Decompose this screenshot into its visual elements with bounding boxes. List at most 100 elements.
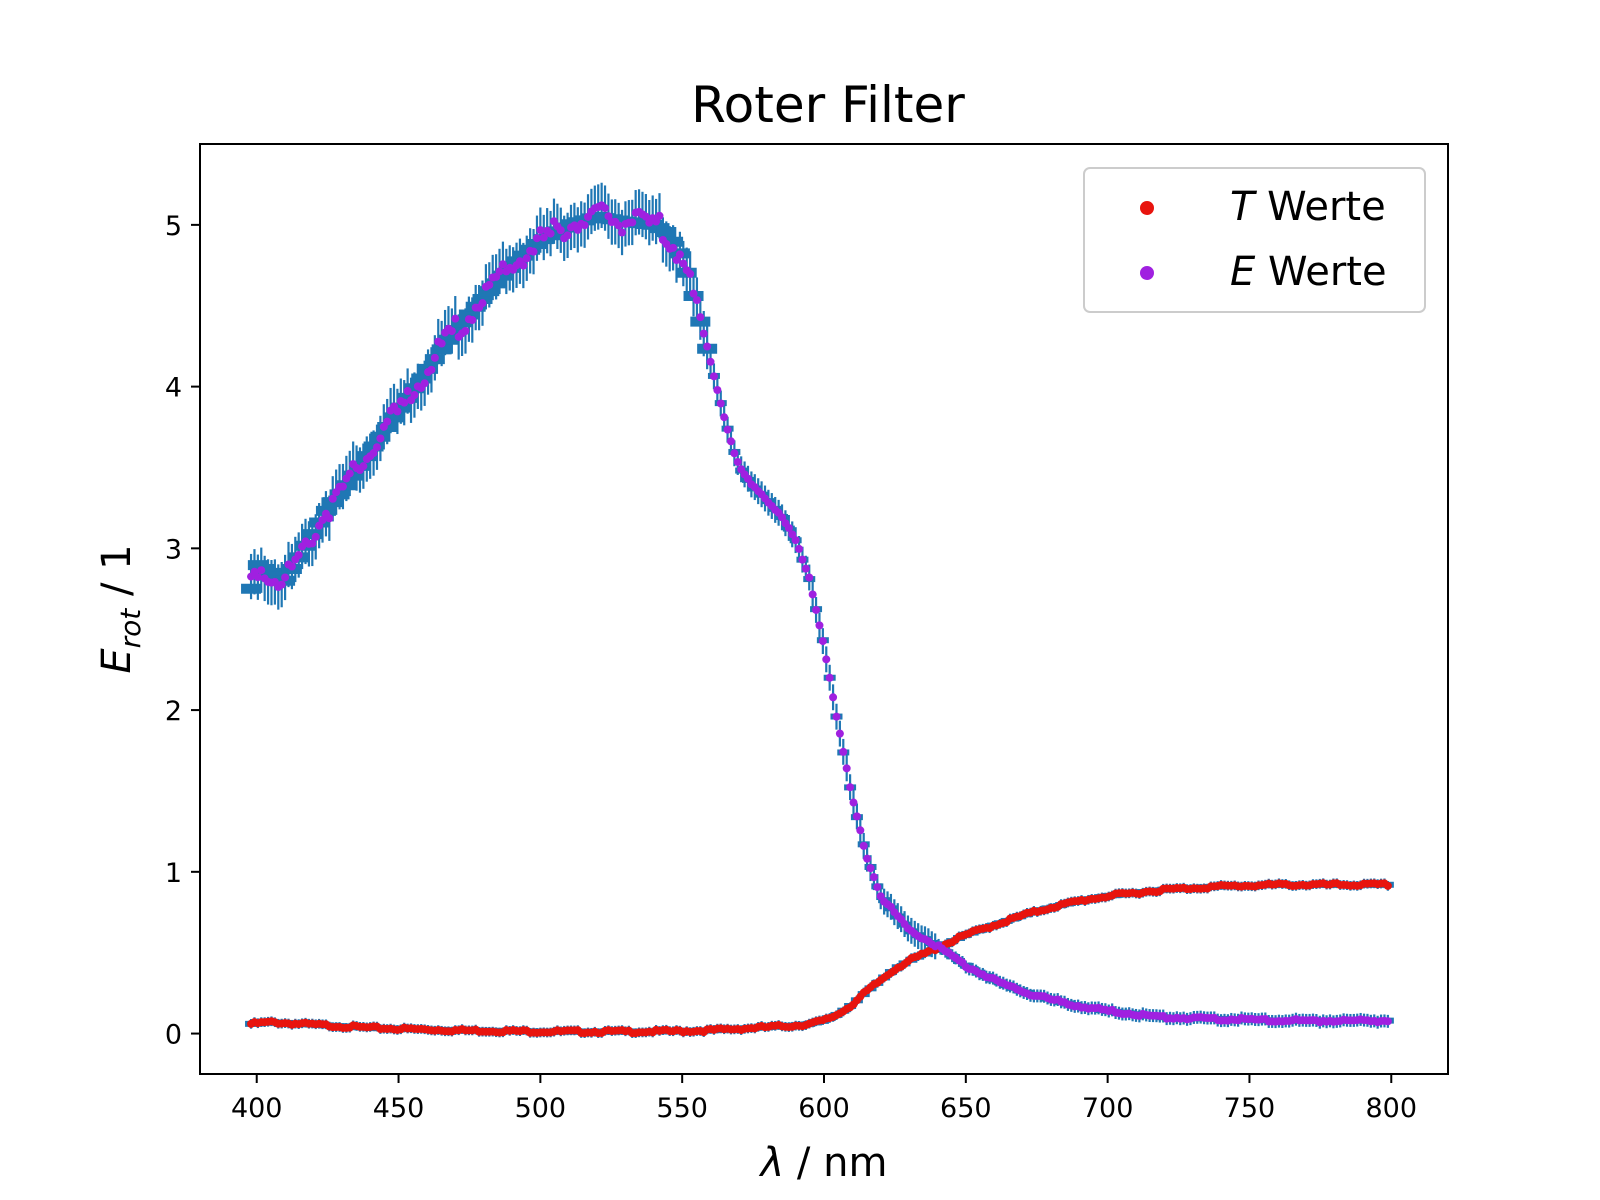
x-tick-label: 500 [515, 1093, 567, 1124]
data-point [253, 573, 262, 582]
data-point [410, 391, 419, 400]
data-point [655, 211, 664, 220]
data-point [369, 449, 378, 458]
data-point [447, 327, 456, 336]
data-point [393, 407, 402, 416]
data-point [451, 314, 460, 323]
data-point [832, 712, 841, 721]
data-point [532, 234, 541, 243]
data-point [400, 398, 409, 407]
y-axis-label-subscript: rot [114, 608, 147, 649]
chart-title: Roter Filter [691, 76, 965, 134]
data-point [536, 226, 545, 235]
data-point [723, 425, 732, 434]
data-point [842, 764, 851, 773]
data-point [376, 434, 385, 443]
data-point [818, 637, 827, 646]
data-point [308, 539, 317, 548]
points-layer [247, 201, 1392, 1038]
data-point [325, 514, 334, 523]
data-point [328, 494, 337, 503]
data-point [546, 229, 555, 238]
x-tick-label: 800 [1365, 1093, 1417, 1124]
legend-symbol-t: T [1230, 184, 1258, 230]
data-point [652, 217, 661, 226]
data-point [573, 225, 582, 234]
data-point [696, 313, 705, 322]
x-tick-label: 450 [373, 1093, 425, 1124]
y-axis-label-unit: / 1 [94, 544, 140, 608]
data-point [478, 299, 487, 308]
data-point [498, 260, 507, 269]
data-point [703, 342, 712, 351]
x-tick-label: 600 [798, 1093, 850, 1124]
y-tick-label: 3 [165, 534, 182, 565]
data-point [618, 228, 627, 237]
data-point [726, 437, 735, 446]
data-point [461, 327, 470, 336]
data-point [679, 259, 688, 268]
data-point [795, 544, 804, 553]
data-point [485, 280, 494, 289]
data-point [849, 798, 858, 807]
data-point [403, 387, 412, 396]
data-point [835, 729, 844, 738]
x-tick-label: 750 [1224, 1093, 1276, 1124]
x-axis-label-unit: / nm [784, 1140, 887, 1186]
data-point [430, 353, 439, 362]
y-axis-label-symbol: E [94, 648, 140, 674]
legend-label-t: T Werte [1230, 184, 1386, 230]
data-point [556, 226, 565, 235]
x-tick-label: 400 [231, 1093, 283, 1124]
data-point [805, 573, 814, 582]
data-point [311, 532, 320, 541]
legend-text-e: Werte [1255, 249, 1386, 295]
x-tick-label: 550 [656, 1093, 708, 1124]
data-point [859, 841, 868, 850]
data-point [614, 221, 623, 230]
y-tick-label: 5 [165, 211, 182, 242]
data-point [801, 564, 810, 573]
data-point [699, 329, 708, 338]
x-axis: 400 450 500 550 600 650 700 750 800 [231, 1074, 1417, 1124]
data-point [815, 621, 824, 630]
data-point [778, 513, 787, 522]
data-point [641, 212, 650, 221]
data-point [686, 269, 695, 278]
data-point [692, 296, 701, 305]
data-point [822, 655, 831, 664]
data-point [720, 413, 729, 422]
data-point [713, 385, 722, 394]
x-axis-label: λ / nm [759, 1140, 888, 1186]
data-point [372, 443, 381, 452]
data-point [539, 233, 548, 242]
data-point [495, 267, 504, 276]
data-point [345, 469, 354, 478]
data-point [846, 783, 855, 792]
data-point [733, 457, 742, 466]
data-point [675, 250, 684, 259]
data-point [294, 550, 303, 559]
data-point [829, 693, 838, 702]
data-point [709, 372, 718, 381]
data-point [788, 530, 797, 539]
data-point [563, 231, 572, 240]
data-point [825, 673, 834, 682]
data-point [798, 555, 807, 564]
data-point [287, 562, 296, 571]
data-point [866, 864, 875, 873]
y-tick-label: 0 [165, 1020, 182, 1051]
legend-label-e: E Werte [1230, 249, 1387, 295]
y-axis: 0 1 2 3 4 5 [165, 211, 200, 1051]
data-point [519, 261, 528, 270]
data-point [669, 243, 678, 252]
data-point [420, 379, 429, 388]
data-point [852, 812, 861, 821]
data-point [730, 449, 739, 458]
data-point [437, 339, 446, 348]
data-point [580, 221, 589, 230]
y-tick-label: 1 [165, 858, 182, 889]
data-point [839, 747, 848, 756]
x-tick-label: 700 [1082, 1093, 1134, 1124]
legend-box [1083, 167, 1426, 313]
